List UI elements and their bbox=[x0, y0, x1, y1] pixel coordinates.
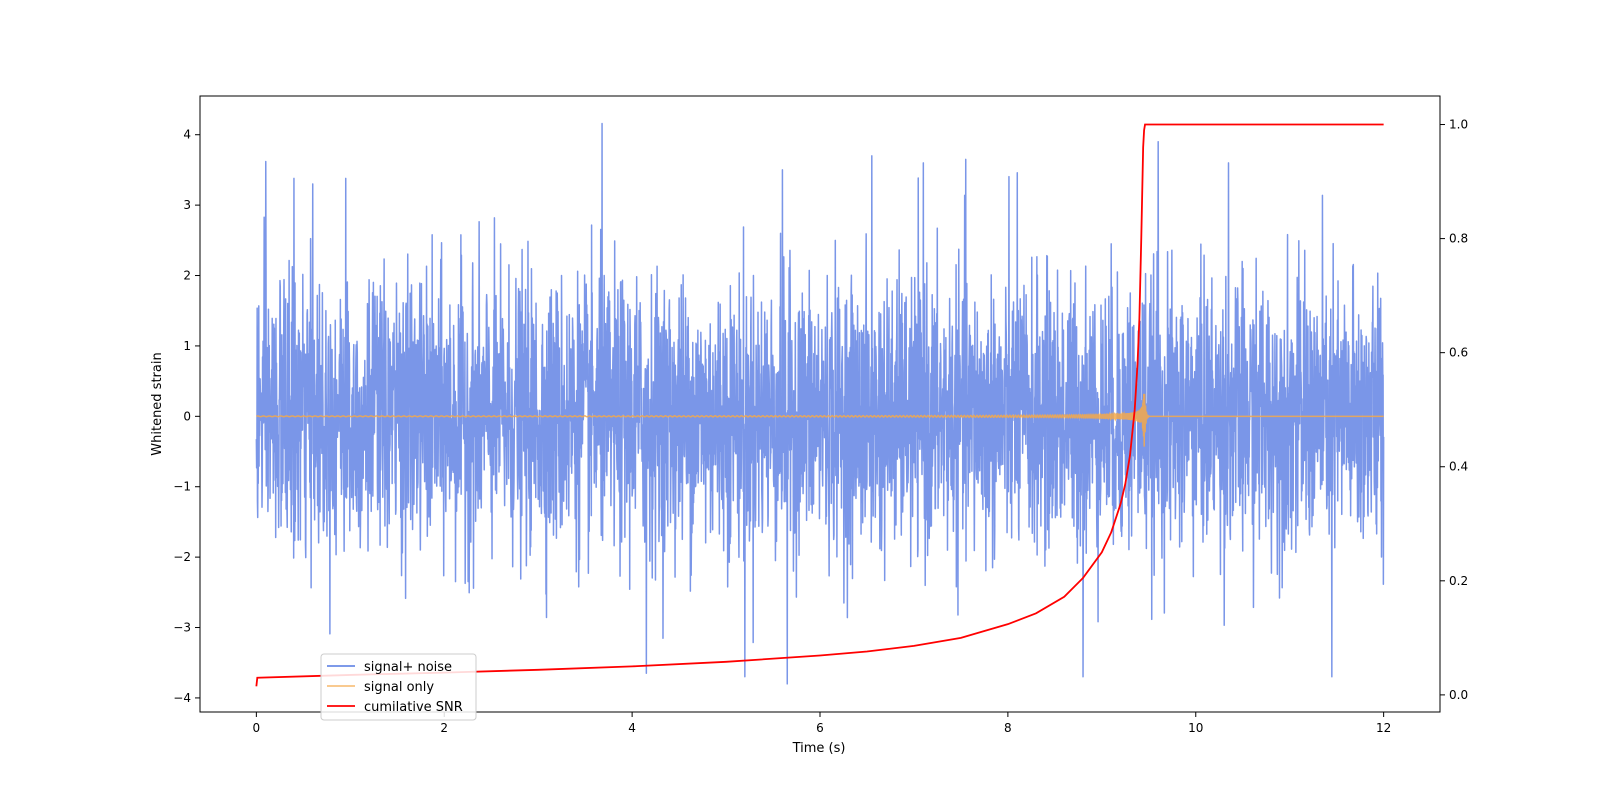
y2-axis-ticks: 0.0 0.2 0.4 0.6 0.8 1.0 bbox=[1440, 118, 1468, 702]
x-tick-label: 4 bbox=[628, 721, 636, 735]
x-axis-label: Time (s) bbox=[792, 741, 846, 756]
y-tick-label: 0 bbox=[183, 409, 191, 423]
y2-tick-label: 0.6 bbox=[1449, 346, 1468, 360]
signal-noise-line bbox=[255, 122, 1385, 685]
x-tick-label: 12 bbox=[1376, 721, 1391, 735]
y-tick-label: −4 bbox=[173, 691, 191, 705]
legend-label-signal-only: signal only bbox=[364, 680, 434, 695]
y2-tick-label: 0.4 bbox=[1449, 460, 1468, 474]
legend-box bbox=[320, 653, 477, 721]
y-tick-label: 3 bbox=[183, 198, 191, 212]
x-tick-label: 8 bbox=[1004, 721, 1012, 735]
y-tick-label: 4 bbox=[183, 128, 191, 142]
y-tick-label: −2 bbox=[173, 550, 191, 564]
legend-label-cumulative-snr: cumilative SNR bbox=[364, 700, 463, 715]
x-tick-label: 10 bbox=[1188, 721, 1203, 735]
x-tick-label: 0 bbox=[253, 721, 261, 735]
x-tick-label: 6 bbox=[816, 721, 824, 735]
y-tick-label: −3 bbox=[173, 621, 191, 635]
y2-tick-label: 0.2 bbox=[1449, 574, 1468, 588]
legend: signal+ noise signal only cumilative SNR bbox=[320, 653, 477, 721]
x-axis-ticks: 0 2 4 6 8 10 12 bbox=[253, 712, 1391, 735]
y-axis-ticks: −4 −3 −2 −1 0 1 2 3 4 bbox=[173, 128, 200, 705]
legend-label-signal-noise: signal+ noise bbox=[364, 660, 452, 675]
cumulative-snr-line bbox=[255, 123, 1384, 687]
y-axis-label: Whitened strain bbox=[150, 352, 165, 455]
y-tick-label: 2 bbox=[183, 269, 191, 283]
y2-tick-label: 0.8 bbox=[1449, 232, 1468, 246]
plot-area bbox=[255, 122, 1385, 687]
y2-tick-label: 0.0 bbox=[1449, 688, 1468, 702]
x-tick-label: 2 bbox=[440, 721, 448, 735]
y2-tick-label: 1.0 bbox=[1449, 118, 1468, 132]
signal-only-line bbox=[256, 393, 1384, 447]
y-tick-label: 1 bbox=[183, 339, 191, 353]
y-tick-label: −1 bbox=[173, 480, 191, 494]
